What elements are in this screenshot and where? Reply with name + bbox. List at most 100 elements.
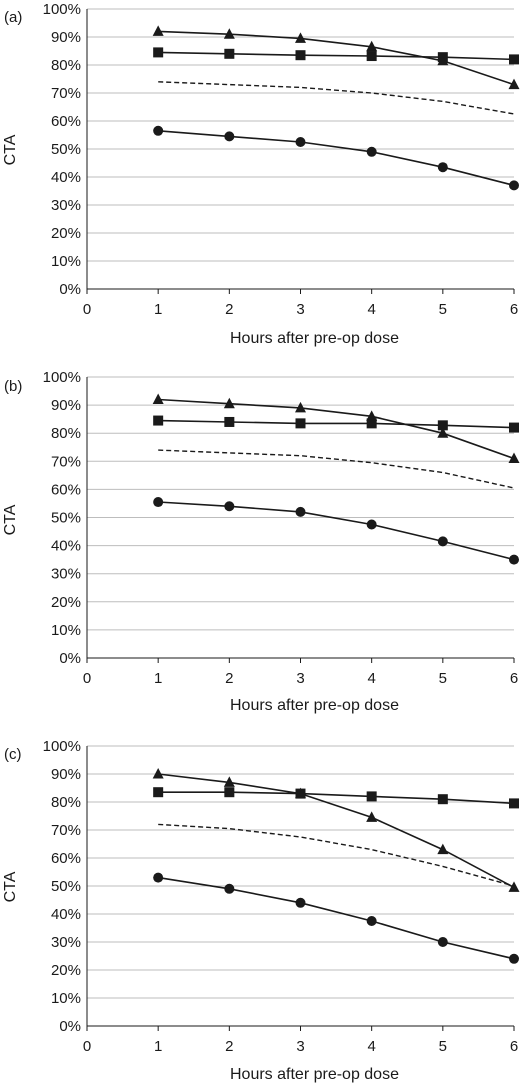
data-point-square [153, 787, 164, 798]
data-point-circle [437, 536, 448, 547]
x-tick-label: 5 [439, 1038, 447, 1055]
data-point-circle [224, 501, 235, 512]
y-tick-label: 70% [51, 85, 81, 102]
y-tick-label: 10% [51, 622, 81, 639]
y-tick-label: 50% [51, 878, 81, 895]
data-point-triangle [223, 28, 235, 39]
x-tick-label: 1 [154, 670, 162, 687]
series-line-none-dashed [158, 449, 515, 489]
data-point-triangle [366, 40, 378, 52]
y-tick-label: 80% [51, 794, 81, 811]
data-point-circle [295, 897, 306, 908]
y-tick-label: 0% [59, 650, 81, 667]
data-point-square [437, 420, 448, 431]
data-point-circle [153, 125, 164, 136]
x-tick-label: 6 [510, 1038, 518, 1055]
y-tick-label: 20% [51, 594, 81, 611]
data-point-triangle [295, 401, 306, 413]
data-point-circle [366, 916, 377, 926]
data-point-circle [224, 883, 235, 894]
x-axis-title: Hours after pre-op dose [230, 1066, 399, 1083]
x-tick-label: 3 [296, 301, 304, 318]
data-point-circle [295, 137, 306, 147]
series-line-square [158, 51, 515, 61]
data-point-square [153, 47, 164, 58]
data-point-circle [224, 131, 235, 142]
y-tick-label: 20% [51, 225, 81, 242]
y-tick-label: 10% [51, 253, 81, 270]
y-tick-label: 10% [51, 990, 81, 1007]
series-line-square [158, 791, 515, 805]
data-point-square [295, 418, 306, 429]
y-tick-label: 80% [51, 57, 81, 74]
data-point-circle [295, 506, 306, 517]
series-line-triangle [158, 773, 515, 889]
data-point-square [295, 788, 306, 799]
data-point-square [295, 50, 306, 61]
series-line-circle [158, 876, 515, 960]
y-tick-label: 50% [51, 510, 81, 527]
chart-panel: 0% 10% 20% 30% 40% 50% 60% 70% 80% 90% 100% 0 1 2 3 4 5 6… [2, 1, 520, 347]
data-point-triangle [152, 393, 164, 404]
data-point-square [366, 418, 377, 429]
y-axis-title: CTA [2, 134, 19, 165]
x-tick-label: 1 [154, 301, 162, 318]
y-tick-label: 80% [51, 425, 81, 442]
y-tick-label: 70% [51, 822, 81, 839]
y-tick-label: 0% [59, 1018, 81, 1035]
y-tick-label: 20% [51, 962, 81, 979]
data-point-circle [366, 146, 377, 157]
data-point-triangle [223, 776, 235, 787]
data-point-circle [153, 497, 164, 508]
data-point-circle [509, 554, 519, 565]
data-point-square [224, 48, 235, 59]
y-tick-label: 30% [51, 934, 81, 951]
y-tick-label: 100% [43, 369, 81, 386]
data-point-triangle [152, 768, 164, 779]
x-tick-label: 0 [83, 1038, 91, 1055]
x-tick-label: 3 [296, 1038, 304, 1055]
data-point-triangle [508, 881, 520, 892]
panel-label: (b) [4, 378, 22, 395]
x-tick-label: 5 [439, 301, 447, 318]
y-tick-label: 90% [51, 29, 81, 46]
x-axis-title: Hours after pre-op dose [230, 697, 399, 714]
data-point-square [153, 415, 164, 426]
y-tick-label: 30% [51, 197, 81, 214]
y-axis-title: CTA [2, 504, 19, 535]
data-point-square [366, 791, 377, 802]
y-axis-title: CTA [2, 871, 19, 902]
series-line-circle [158, 130, 515, 187]
series-line-triangle [158, 30, 515, 86]
data-point-square [509, 422, 519, 433]
x-tick-label: 3 [296, 670, 304, 687]
chart-panel: 0% 10% 20% 30% 40% 50% 60% 70% 80% 90% 100% 0 1 2 3 4 5 6… [2, 738, 520, 1083]
x-tick-label: 2 [225, 1038, 233, 1055]
series-line-triangle [158, 398, 515, 460]
y-tick-label: 40% [51, 906, 81, 923]
data-point-square [437, 52, 448, 63]
x-tick-label: 0 [83, 301, 91, 318]
y-tick-label: 70% [51, 453, 81, 470]
x-tick-label: 4 [367, 1038, 375, 1055]
y-tick-label: 40% [51, 538, 81, 555]
data-point-circle [153, 872, 164, 883]
x-tick-label: 0 [83, 670, 91, 687]
chart-panel: 0% 10% 20% 30% 40% 50% 60% 70% 80% 90% 100% 0 1 2 3 4 5 6… [2, 369, 520, 714]
data-point-square [509, 54, 519, 65]
y-tick-label: 60% [51, 113, 81, 130]
data-point-square [224, 787, 235, 798]
x-tick-label: 2 [225, 670, 233, 687]
data-point-triangle [295, 32, 306, 43]
x-axis-title: Hours after pre-op dose [230, 330, 399, 347]
data-point-square [224, 416, 235, 427]
data-point-square [509, 798, 519, 809]
x-tick-label: 2 [225, 301, 233, 318]
x-tick-label: 5 [439, 670, 447, 687]
x-tick-label: 1 [154, 1038, 162, 1055]
panel-label: (c) [4, 746, 22, 763]
data-point-circle [437, 162, 448, 173]
x-tick-label: 4 [367, 301, 375, 318]
